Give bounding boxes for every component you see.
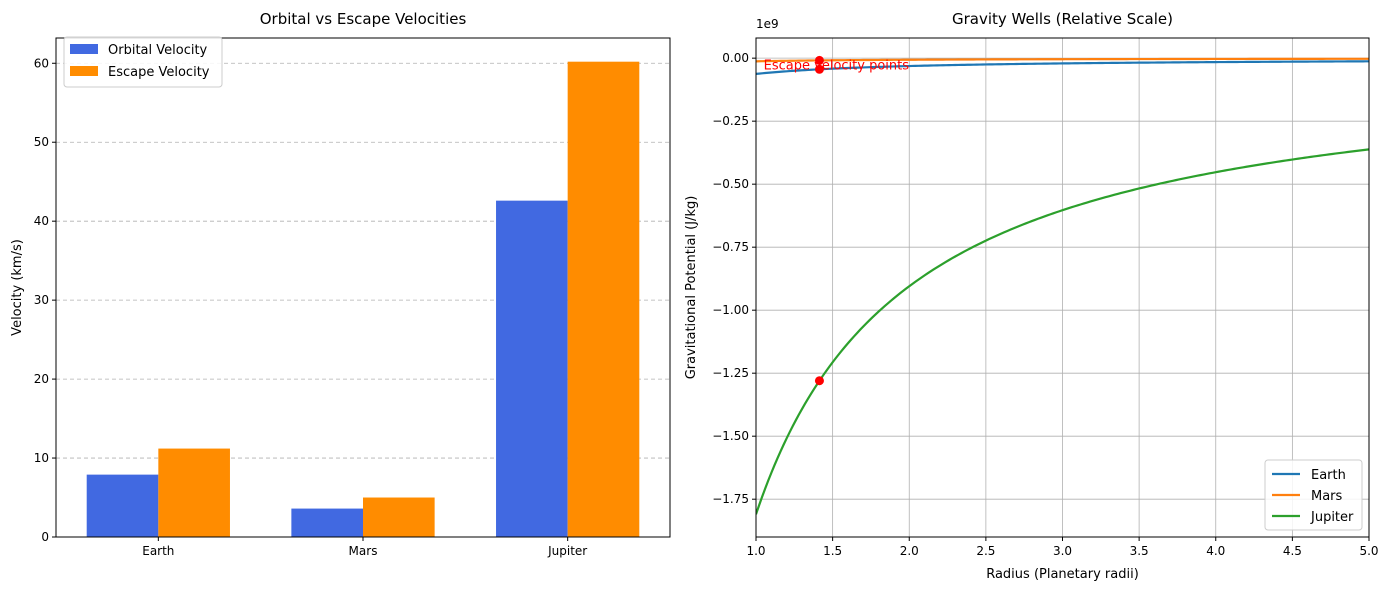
bar-escape-velocity-mars <box>363 497 435 537</box>
y-tick-label: 20 <box>34 372 49 386</box>
bar-orbital-velocity-earth <box>86 474 159 537</box>
x-tick-label: 1.0 <box>746 544 765 558</box>
y-tick-label: 60 <box>34 56 49 70</box>
x-tick-label: 2.5 <box>976 544 995 558</box>
y-axis-offset-text: 1e9 <box>756 17 779 31</box>
line-chart-y-axis-label: Gravitational Potential (J/kg) <box>684 196 699 380</box>
legend-label: Orbital Velocity <box>108 43 208 58</box>
legend-label: Jupiter <box>1310 510 1354 525</box>
line-jupiter <box>756 148 1369 515</box>
legend-box <box>1264 459 1363 531</box>
y-tick-label: 40 <box>34 214 49 228</box>
legend-swatch <box>70 66 98 76</box>
y-tick-label: −1.25 <box>712 366 749 380</box>
bar-chart-title: Orbital vs Escape Velocities <box>260 10 467 28</box>
x-tick-label: 4.5 <box>1283 544 1302 558</box>
escape-point-earth <box>814 64 824 74</box>
x-tick-label: Jupiter <box>547 544 587 558</box>
x-tick-label: 5.0 <box>1359 544 1378 558</box>
x-tick-label: Mars <box>349 544 378 558</box>
y-tick-label: −1.50 <box>712 429 749 443</box>
escape-point-mars <box>814 55 824 65</box>
bar-chart-y-axis-label: Velocity (km/s) <box>10 239 25 336</box>
bar-escape-velocity-jupiter <box>567 61 640 538</box>
y-tick-label: 50 <box>34 135 49 149</box>
legend-label: Escape Velocity <box>108 65 210 80</box>
line-chart-x-axis-label: Radius (Planetary radii) <box>986 567 1139 582</box>
line-mars <box>756 57 1369 63</box>
y-tick-label: 0.00 <box>722 51 749 65</box>
bar-chart-ticks: 0 10 20 30 40 50 60 Earth Mars Jupiter <box>34 56 588 558</box>
x-tick-label: Earth <box>142 544 174 558</box>
x-tick-label: 2.0 <box>900 544 919 558</box>
line-chart-legend: Earth Mars Jupiter <box>1264 459 1363 531</box>
escape-point-jupiter <box>814 376 824 386</box>
gravity-wells-chart: Escape velocity points 1.0 1.5 2.0 2.5 3.0 3.… <box>684 10 1379 582</box>
y-tick-label: 10 <box>34 451 49 465</box>
line-chart-ticks: 1.0 1.5 2.0 2.5 3.0 3.5 4.0 4.5 5.0 0.00 −0.25 −0.5… <box>712 51 1378 558</box>
escape-velocity-annotation: Escape velocity points <box>764 59 910 74</box>
escape-velocity-points <box>814 55 824 386</box>
x-tick-label: 3.5 <box>1130 544 1149 558</box>
legend-box <box>63 36 223 88</box>
x-tick-label: 1.5 <box>823 544 842 558</box>
y-tick-label: −0.25 <box>712 114 749 128</box>
line-chart-series <box>756 57 1369 515</box>
legend-label: Mars <box>1311 489 1343 504</box>
y-tick-label: −0.50 <box>712 177 749 191</box>
bar-chart-legend: Orbital Velocity Escape Velocity <box>63 36 223 88</box>
x-tick-label: 4.0 <box>1206 544 1225 558</box>
y-tick-label: −1.75 <box>712 492 749 506</box>
y-tick-label: −0.75 <box>712 240 749 254</box>
bar-orbital-velocity-mars <box>291 508 363 537</box>
x-tick-label: 3.0 <box>1053 544 1072 558</box>
line-chart-title: Gravity Wells (Relative Scale) <box>952 10 1173 28</box>
line-earth <box>756 60 1369 76</box>
bar-escape-velocity-earth <box>158 448 230 537</box>
y-tick-label: −1.00 <box>712 303 749 317</box>
y-tick-label: 0 <box>41 530 49 544</box>
bar-chart-bars <box>86 61 640 538</box>
legend-swatch <box>70 44 98 54</box>
y-tick-label: 30 <box>34 293 49 307</box>
bar-orbital-velocity-jupiter <box>496 200 568 537</box>
legend-label: Earth <box>1311 468 1346 483</box>
velocity-bar-chart: 0 10 20 30 40 50 60 Earth Mars Jupiter Orbital vs… <box>10 10 671 558</box>
